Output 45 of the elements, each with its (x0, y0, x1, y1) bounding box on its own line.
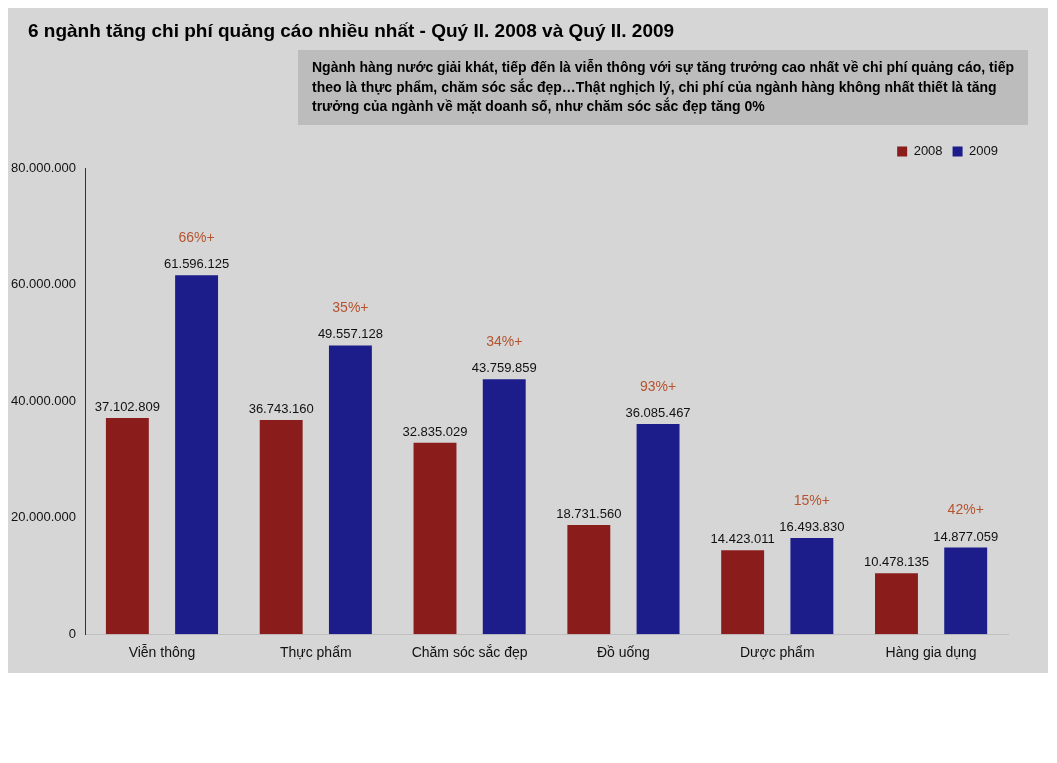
bar (790, 537, 834, 634)
legend-label: 2009 (969, 142, 998, 158)
x-tick-label: Hàng gia dụng (885, 644, 977, 661)
data-label: 37.102.809 (94, 398, 160, 414)
bar (105, 417, 149, 634)
data-label: 32.835.029 (402, 423, 468, 439)
bar (328, 345, 372, 634)
annotation: 15%+ (793, 491, 830, 508)
annotation: 66%+ (178, 228, 215, 245)
annotation: 42%+ (947, 501, 984, 518)
bar (721, 549, 765, 634)
data-label: 14.877.059 (933, 528, 999, 544)
data-label: 43.759.859 (471, 360, 537, 376)
x-tick-label: Thực phẩm (279, 644, 352, 661)
bar (259, 419, 303, 634)
annotation: 34%+ (486, 332, 523, 349)
data-label: 61.596.125 (164, 256, 230, 272)
chart-title: 6 ngành tăng chi phí quảng cáo nhiều nhất - Quý II. 2008 và Quý II. 2009 (27, 19, 676, 43)
data-label: 36.085.467 (625, 404, 691, 420)
annotation: 93%+ (639, 377, 677, 394)
data-label: 49.557.128 (317, 326, 383, 342)
bar (636, 423, 680, 634)
y-tick-label: 40.000.000 (10, 392, 77, 408)
legend-label: 2008 (913, 142, 943, 158)
x-tick-label: Viễn thông (128, 644, 196, 661)
y-tick-label: 0 (68, 625, 77, 641)
x-tick-label: Đồ uống (596, 644, 650, 661)
y-tick-label: 60.000.000 (10, 275, 77, 291)
x-tick-label: Chăm sóc sắc đẹp (411, 644, 528, 661)
bar (413, 442, 457, 634)
x-tick-label: Dược phẩm (739, 644, 815, 661)
bar (175, 275, 219, 634)
data-label: 36.743.160 (248, 400, 314, 416)
data-label: 16.493.830 (779, 518, 845, 534)
text: Ngành hàng nước giải khát, tiếp đến là viễn thông với sự tăng trưởng cao nhất về chi phí quảng cáo, tiếp theo là thực phẩm, chăm sóc sắc đẹp…Thật nghịch lý, chi phí của ngành hàng không nhất thiết là tăng trưởng của ngành về mặt doanh số, như chăm sóc sắc đẹp tăng 0% (298, 50, 1028, 125)
data-label: 10.478.135 (863, 554, 930, 569)
y-tick-label: 20.000.000 (10, 509, 77, 525)
bar (482, 378, 526, 634)
bar (875, 572, 918, 634)
bar (944, 547, 988, 634)
annotation: 35%+ (332, 299, 369, 316)
data-label: 14.423.011 (710, 531, 775, 547)
data-label: 18.731.560 (556, 505, 622, 521)
y-tick-label: 80.000.000 (10, 159, 77, 175)
bar (567, 524, 611, 634)
